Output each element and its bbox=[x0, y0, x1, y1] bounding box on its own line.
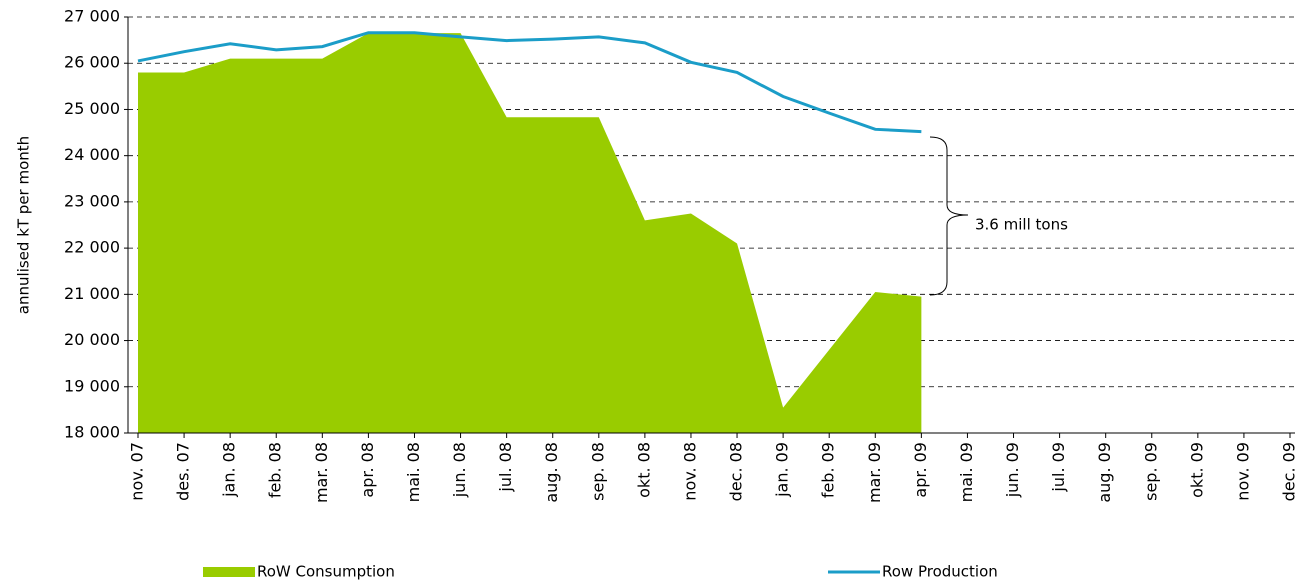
legend-label: Row Production bbox=[882, 563, 998, 581]
x-tick-label: feb. 08 bbox=[266, 442, 285, 498]
y-tick-label: 25 000 bbox=[64, 99, 120, 118]
x-tick-label: apr. 08 bbox=[358, 442, 377, 498]
y-tick-label: 23 000 bbox=[64, 191, 120, 210]
y-tick-label: 26 000 bbox=[64, 53, 120, 72]
y-tick-label: 18 000 bbox=[64, 423, 120, 442]
x-tick-label: nov. 09 bbox=[1233, 442, 1252, 501]
x-tick-label: dec. 08 bbox=[727, 442, 746, 501]
x-tick-label: mai. 08 bbox=[404, 442, 423, 502]
legend-label: RoW Consumption bbox=[257, 563, 395, 581]
x-tick-label: nov. 08 bbox=[680, 442, 699, 501]
x-tick-label: jul. 08 bbox=[496, 442, 515, 493]
x-tick-label: jun. 09 bbox=[1003, 442, 1022, 498]
y-axis-label: annulised kT per month bbox=[15, 136, 33, 314]
x-tick-label: sep. 08 bbox=[588, 442, 607, 501]
line bbox=[137, 31, 922, 134]
x-tick-label: apr. 09 bbox=[911, 442, 930, 498]
x-tick-label: des. 07 bbox=[174, 442, 193, 501]
x-tick-label: nov. 07 bbox=[128, 442, 147, 501]
area bbox=[138, 33, 922, 434]
brace bbox=[929, 136, 969, 296]
y-tick-label: 20 000 bbox=[64, 330, 120, 349]
y-tick-label: 27 000 bbox=[64, 7, 120, 26]
x-tick-label: okt. 08 bbox=[634, 442, 653, 498]
x-tick-label: mar. 09 bbox=[865, 442, 884, 503]
x-tick-label: sep. 09 bbox=[1141, 442, 1160, 501]
x-tick-label: jan. 08 bbox=[220, 442, 239, 498]
y-tick-label: 22 000 bbox=[64, 238, 120, 257]
x-tick-label: jan. 09 bbox=[773, 442, 792, 498]
y-tick-label: 21 000 bbox=[64, 284, 120, 303]
x-tick-label: mai. 09 bbox=[957, 442, 976, 502]
x-tick-label: jul. 09 bbox=[1049, 442, 1068, 493]
x-tick-label: okt. 09 bbox=[1187, 442, 1206, 498]
x-tick-label: aug. 09 bbox=[1095, 442, 1114, 503]
legend-swatch bbox=[203, 567, 255, 577]
x-tick-label: feb. 09 bbox=[819, 442, 838, 498]
y-tick-label: 19 000 bbox=[64, 376, 120, 395]
x-tick-label: mar. 08 bbox=[312, 442, 331, 503]
x-tick-label: dec. 09 bbox=[1280, 442, 1299, 501]
annotation: 3.6 mill tons bbox=[975, 216, 1068, 234]
x-tick-label: jun. 08 bbox=[450, 442, 469, 498]
y-tick-label: 24 000 bbox=[64, 145, 120, 164]
x-tick-label: aug. 08 bbox=[542, 442, 561, 503]
